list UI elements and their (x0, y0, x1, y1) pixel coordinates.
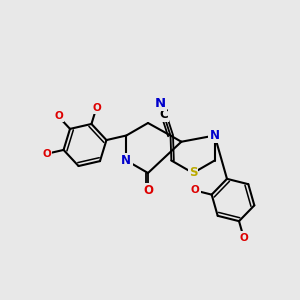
Text: O: O (239, 232, 248, 242)
Text: O: O (143, 184, 153, 197)
Text: N: N (210, 129, 220, 142)
Text: O: O (191, 185, 200, 196)
Text: O: O (92, 103, 101, 113)
Text: C: C (159, 108, 168, 121)
Text: O: O (54, 111, 63, 122)
Text: N: N (154, 97, 166, 110)
Text: S: S (189, 167, 197, 179)
Text: N: N (121, 154, 131, 167)
Text: O: O (43, 149, 51, 159)
